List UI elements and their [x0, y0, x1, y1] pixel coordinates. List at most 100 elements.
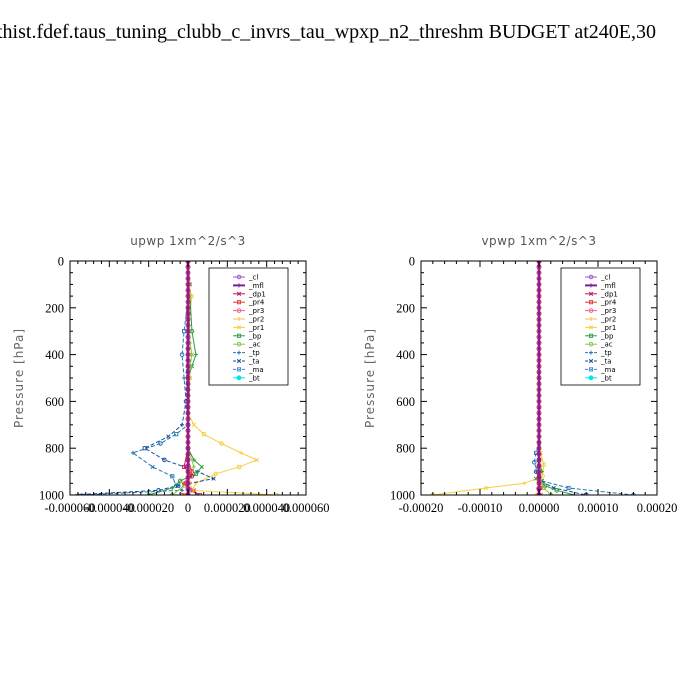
data-point-tp [531, 459, 537, 465]
data-point-pr2 [237, 317, 241, 321]
data-point-dp1 [536, 299, 542, 305]
data-point-dp1 [185, 281, 191, 287]
data-point-ta [180, 422, 185, 427]
legend-label-dp1: _dp1 [248, 290, 266, 298]
data-point-pr3 [236, 308, 242, 313]
page-title: thist.fdef.taus_tuning_clubb_c_invrs_tau… [0, 21, 656, 43]
data-point-pr1 [541, 462, 546, 467]
data-point-dp1 [185, 469, 191, 475]
legend-label-bp: _bp [600, 332, 614, 340]
data-point-bp [554, 488, 560, 493]
legend-label-ac: _ac [600, 341, 613, 349]
data-point-pr4 [236, 300, 242, 305]
data-point-tp [77, 492, 82, 495]
legend-label-ma: _ma [248, 366, 264, 374]
data-point-dp1 [185, 287, 191, 293]
y-tick-label: 800 [396, 442, 415, 456]
data-point-dp1 [536, 276, 542, 281]
legend-marker [588, 375, 594, 381]
data-point-dp1 [185, 375, 191, 381]
data-point-pr1 [239, 450, 244, 455]
data-point-tp [566, 485, 571, 491]
data-point-ta [166, 434, 171, 439]
data-point-dp1 [536, 398, 542, 404]
series-line-pr1 [432, 261, 545, 495]
chart-panel-upwp: upwp 1xm^2/s^3 Pressure [hPa] 0 200 400 600 80… [12, 234, 329, 515]
data-point-dp1 [536, 393, 542, 398]
x-tick-label: 0.000060 [283, 501, 330, 515]
data-point-dp1 [536, 434, 542, 439]
data-point-pr1 [236, 325, 242, 330]
data-point-dp1 [185, 475, 191, 480]
data-point-dp1 [536, 404, 542, 410]
data-point-dp1 [236, 291, 242, 296]
x-tick-label: -0.000020 [123, 501, 174, 515]
y-tick-label: 1000 [390, 489, 415, 503]
legend-label-ta: _ta [248, 358, 260, 366]
data-point-dp1 [185, 428, 191, 434]
legend-label-pr2: _pr2 [600, 316, 616, 324]
legend-label-mfl: _mfl [600, 282, 616, 290]
data-point-dp1 [536, 358, 542, 363]
data-point-dp1 [536, 475, 542, 480]
data-point-dp1 [536, 305, 542, 311]
data-point-pr2 [589, 317, 593, 321]
x-tick-label: 0.00020 [637, 501, 678, 515]
data-point-bp [193, 471, 198, 476]
panel-title: vpwp 1xm^2/s^3 [481, 234, 596, 248]
legend-label-dp1: _dp1 [600, 290, 618, 298]
data-point-bp [146, 492, 151, 495]
data-point-ta [176, 483, 181, 488]
x-tick-label: 0.000020 [204, 501, 251, 515]
data-point-dp1 [185, 328, 191, 334]
legend-label-pr1: _pr1 [248, 324, 264, 332]
data-point-dp1 [536, 311, 542, 317]
data-point-dp1 [536, 340, 542, 346]
y-tick-label: 400 [396, 348, 415, 362]
data-point-ma [236, 367, 242, 372]
data-point-ta [162, 457, 167, 463]
x-tick-label: -0.00010 [458, 501, 503, 515]
chart-panel-vpwp: vpwp 1xm^2/s^3 Pressure [hPa] 0 200 400 600 80… [363, 234, 677, 515]
data-point-dp1 [536, 410, 542, 416]
data-point-dp1 [185, 434, 191, 439]
data-point-tp [179, 352, 185, 357]
data-point-tp [170, 474, 175, 479]
data-point-pr3 [588, 308, 594, 313]
legend-label-bt: _bt [600, 374, 612, 382]
data-point-mfl [589, 283, 593, 288]
y-axis-label: Pressure [hPa] [12, 328, 26, 428]
data-point-dp1 [536, 346, 542, 352]
data-point-bp [177, 478, 183, 484]
y-axis-label: Pressure [hPa] [363, 328, 377, 428]
data-point-dp1 [536, 363, 542, 369]
legend: _cl_mfl_dp1_pr4_pr3_pr2_pr1_bp_ac_tp_ta_… [560, 267, 641, 386]
data-point-ta [142, 446, 147, 451]
legend-marker [236, 375, 242, 381]
data-point-dp1 [185, 270, 191, 276]
legend-label-bp: _bp [248, 332, 262, 340]
legend-box [208, 267, 289, 386]
data-point-tp [180, 488, 185, 493]
series-line-ta [70, 261, 216, 495]
y-tick-label: 600 [396, 395, 415, 409]
y-tick-label: 400 [45, 348, 64, 362]
data-point-dp1 [536, 422, 542, 428]
series-line-tp [79, 261, 191, 495]
data-point-ac [189, 352, 195, 357]
data-point-dp1 [536, 322, 542, 328]
data-point-dp1 [185, 352, 191, 358]
data-point-tp [237, 350, 241, 355]
data-point-bp [236, 333, 242, 338]
data-point-pr1 [588, 325, 594, 330]
data-point-bp [191, 457, 196, 462]
data-point-dp1 [185, 480, 191, 486]
data-point-dp1 [185, 363, 191, 369]
data-point-cl [236, 274, 242, 280]
data-point-dp1 [185, 387, 191, 393]
data-point-dp1 [536, 451, 542, 457]
data-point-dp1 [185, 358, 191, 363]
y-tick-label: 200 [396, 301, 415, 315]
data-point-pr1 [213, 471, 218, 477]
legend-label-cl: _cl [248, 274, 258, 282]
